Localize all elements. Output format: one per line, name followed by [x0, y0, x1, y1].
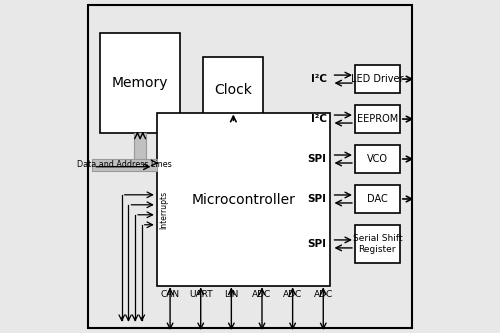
- Text: VCO: VCO: [367, 154, 388, 164]
- FancyBboxPatch shape: [355, 185, 400, 213]
- FancyBboxPatch shape: [355, 225, 400, 263]
- FancyBboxPatch shape: [204, 57, 264, 123]
- Text: I²C: I²C: [310, 74, 326, 84]
- FancyBboxPatch shape: [355, 145, 400, 173]
- FancyBboxPatch shape: [355, 65, 400, 93]
- FancyBboxPatch shape: [134, 133, 146, 165]
- Text: UART: UART: [189, 290, 212, 299]
- Text: I²C: I²C: [310, 114, 326, 124]
- Text: Memory: Memory: [112, 76, 168, 90]
- Text: DAC: DAC: [367, 194, 388, 204]
- Text: Serial Shift
Register: Serial Shift Register: [352, 234, 402, 254]
- Text: ADC: ADC: [283, 290, 302, 299]
- Text: Data and Address Lines: Data and Address Lines: [77, 160, 172, 169]
- Text: EEPROM: EEPROM: [356, 114, 398, 124]
- Text: SPI: SPI: [308, 194, 326, 204]
- FancyBboxPatch shape: [88, 5, 411, 328]
- FancyBboxPatch shape: [157, 113, 330, 286]
- Text: SPI: SPI: [308, 154, 326, 164]
- Text: ADC: ADC: [314, 290, 333, 299]
- Text: ADC: ADC: [252, 290, 272, 299]
- Text: SPI: SPI: [308, 239, 326, 249]
- Text: CAN: CAN: [160, 290, 180, 299]
- Text: Microcontroller: Microcontroller: [192, 193, 296, 207]
- FancyBboxPatch shape: [92, 159, 157, 171]
- Text: Clock: Clock: [214, 83, 252, 97]
- Text: LED Driver: LED Driver: [351, 74, 404, 84]
- FancyBboxPatch shape: [355, 105, 400, 133]
- FancyBboxPatch shape: [100, 33, 180, 133]
- Text: LIN: LIN: [224, 290, 238, 299]
- Text: Interrupts: Interrupts: [160, 191, 168, 229]
